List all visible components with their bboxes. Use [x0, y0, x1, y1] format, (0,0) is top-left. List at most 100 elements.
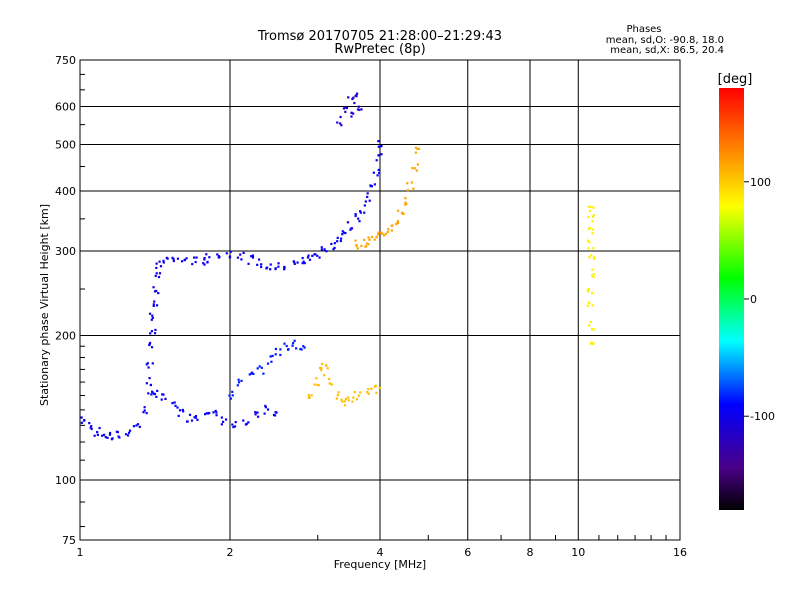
data-point: [224, 418, 228, 421]
data-point: [360, 108, 363, 111]
data-point: [147, 366, 150, 369]
data-point: [357, 394, 360, 397]
data-point: [242, 419, 245, 422]
data-point: [368, 199, 371, 202]
data-point: [269, 355, 272, 358]
data-point: [397, 209, 400, 212]
data-point: [196, 418, 199, 421]
data-point: [256, 411, 259, 414]
data-point: [373, 183, 376, 186]
data-point: [332, 248, 335, 251]
data-point: [360, 244, 363, 248]
data-point: [126, 434, 130, 437]
data-point: [271, 354, 274, 358]
data-point: [240, 258, 243, 261]
data-point: [102, 433, 106, 436]
data-point: [339, 239, 342, 243]
data-point: [195, 256, 198, 259]
data-point: [339, 122, 342, 125]
data-point: [336, 236, 339, 239]
data-point: [158, 260, 161, 263]
data-point: [250, 255, 253, 258]
data-point: [242, 251, 245, 255]
data-point: [376, 174, 379, 177]
y-tick-label: 300: [55, 245, 76, 258]
data-point: [328, 377, 331, 381]
data-point: [344, 397, 347, 401]
data-point: [161, 393, 164, 396]
data-point: [355, 92, 359, 95]
y-tick-label: 600: [55, 101, 76, 114]
data-point: [363, 204, 366, 207]
data-point: [359, 391, 362, 394]
data-point: [588, 256, 591, 259]
data-point: [203, 258, 206, 261]
data-point: [172, 259, 175, 263]
data-point: [384, 232, 388, 235]
data-point: [285, 344, 288, 348]
data-point: [293, 339, 296, 342]
data-point: [366, 390, 369, 394]
data-point: [251, 256, 255, 259]
data-point: [275, 411, 278, 414]
data-point: [355, 243, 358, 247]
data-point: [106, 436, 109, 439]
data-point: [262, 372, 265, 375]
data-point: [343, 400, 346, 403]
data-point: [333, 242, 336, 245]
data-point: [344, 231, 347, 235]
data-point: [101, 434, 104, 437]
y-tick-label: 400: [55, 185, 76, 198]
data-point: [593, 328, 596, 331]
phase-stats-x: mean, sd,X: 86.5, 20.4: [610, 45, 724, 56]
data-point: [591, 232, 594, 235]
data-point: [328, 382, 331, 385]
y-axis-ticks: 75 100 200 300 400 500 600 750: [55, 54, 85, 547]
grid-lines: [80, 60, 680, 540]
data-point: [307, 394, 310, 397]
x-axis-ticks: 1 2 4 6 8 10 16: [77, 535, 687, 559]
data-point: [376, 233, 380, 236]
data-point: [165, 256, 168, 259]
data-point: [313, 383, 316, 386]
data-point: [237, 381, 241, 384]
data-point: [207, 412, 210, 415]
data-point: [231, 423, 234, 426]
data-point: [159, 265, 163, 268]
phase-stats-title: Phases: [626, 24, 661, 35]
data-point: [128, 429, 132, 432]
data-point: [257, 258, 261, 261]
data-point: [336, 240, 339, 243]
data-point: [293, 260, 296, 264]
data-point: [173, 401, 176, 404]
data-point: [363, 211, 366, 214]
data-point: [188, 413, 192, 416]
data-point: [326, 367, 329, 370]
y-tick-label: 750: [55, 54, 76, 67]
data-point: [153, 332, 157, 335]
data-point: [395, 222, 398, 226]
data-point: [148, 343, 151, 346]
data-point: [203, 256, 206, 260]
data-point: [367, 236, 370, 239]
data-point: [216, 253, 219, 256]
data-point: [341, 400, 344, 403]
data-point: [375, 159, 378, 162]
data-point: [251, 254, 255, 257]
data-point: [323, 248, 326, 251]
data-point: [354, 214, 357, 218]
data-point: [591, 292, 594, 295]
data-point: [587, 227, 590, 231]
data-point: [347, 396, 350, 399]
data-point: [359, 211, 362, 214]
data-point: [142, 411, 145, 414]
data-point: [190, 419, 194, 422]
data-point: [347, 399, 350, 402]
data-point: [416, 163, 420, 166]
colorbar-tick-label: -100: [750, 410, 775, 423]
data-point: [413, 167, 416, 170]
data-point: [592, 256, 596, 259]
chart-subtitle: RwPretec (8p): [334, 42, 425, 57]
data-point: [247, 421, 250, 424]
data-point: [377, 231, 380, 234]
